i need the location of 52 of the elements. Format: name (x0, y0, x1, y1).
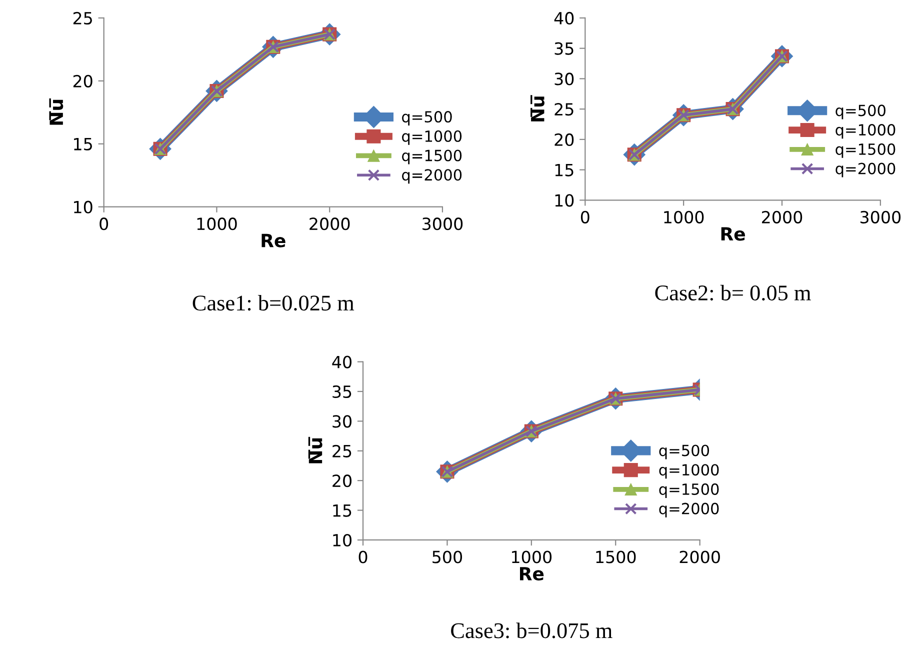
y-tick-label: 30 (554, 72, 574, 86)
x-tick-label: 0 (358, 550, 368, 564)
legend-label: q=500 (402, 111, 452, 126)
x-tick-label: 2000 (680, 550, 720, 564)
x-tick-label: 0 (580, 210, 590, 224)
y-tick-label: 40 (554, 12, 574, 25)
y-tick-label: 20 (554, 133, 574, 146)
legend-label: q=1000 (659, 464, 719, 479)
y-tick-label: 10 (555, 194, 574, 207)
y-tick-label: 25 (554, 103, 574, 116)
text: Case2: b= 0.05 m (655, 284, 811, 301)
x-tick-label: 2000 (310, 218, 350, 230)
y-tick-label: 35 (554, 42, 574, 55)
legend-label: q=2000 (836, 162, 896, 178)
x-tick-label: 0 (100, 218, 108, 230)
y-tick-label: 25 (73, 12, 92, 25)
x-axis-title: Re (520, 567, 544, 581)
x-tick-label: 3000 (860, 210, 901, 224)
x-axis-title: Re (262, 234, 286, 248)
x-tick-label: 2000 (762, 210, 802, 224)
y-axis-title: N̅u̅ (308, 436, 322, 464)
y-tick-label: 10 (333, 534, 352, 547)
legend-label: q=2000 (659, 502, 719, 518)
x-tick-label: 1000 (197, 218, 237, 230)
legend-label: q=1500 (402, 150, 462, 164)
legend-label: q=500 (836, 104, 886, 120)
y-tick-label: 25 (332, 444, 352, 458)
legend-label: q=1500 (659, 483, 719, 498)
x-tick-label: 1000 (664, 210, 704, 224)
y-tick-label: 15 (333, 504, 352, 517)
y-tick-label: 20 (332, 474, 352, 488)
legend-label: q=500 (659, 444, 710, 460)
x-axis-title: Re (721, 227, 745, 241)
legend-label: q=2000 (402, 169, 462, 184)
legend-label: q=1500 (836, 143, 896, 158)
text: Case1: b=0.025 m (192, 294, 354, 311)
x-tick-label: 1500 (596, 550, 636, 564)
x-tick-label: 1000 (512, 550, 552, 564)
y-tick-label: 35 (332, 385, 352, 398)
y-axis-title: N̅u̅ (49, 98, 64, 125)
y-tick-label: 30 (332, 415, 352, 428)
y-tick-label: 20 (73, 74, 92, 88)
y-tick-label: 40 (332, 356, 352, 368)
legend-label: q=1000 (402, 130, 462, 145)
x-tick-label: 3000 (422, 218, 463, 230)
y-axis-title: N̅u̅ (530, 95, 544, 122)
legend-label: q=1000 (836, 124, 896, 139)
x-tick-label: 500 (432, 550, 462, 564)
text: Case3: b=0.075 m (451, 622, 612, 638)
y-tick-label: 15 (74, 138, 92, 150)
y-tick-label: 10 (74, 200, 92, 214)
y-tick-label: 15 (555, 164, 574, 176)
